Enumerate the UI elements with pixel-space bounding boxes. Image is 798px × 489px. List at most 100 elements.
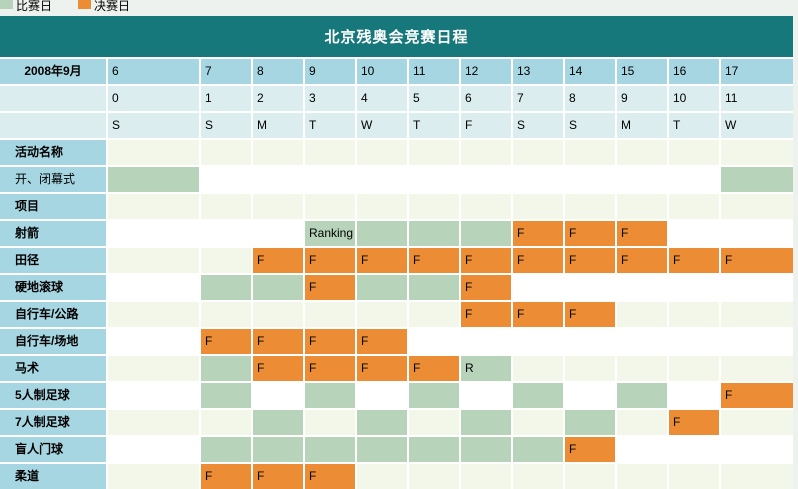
competition-day-cell [461,221,511,246]
empty-day-cell [409,302,459,327]
empty-day-cell [108,221,199,246]
header-date: 6 [108,59,199,84]
header-blank [0,113,106,138]
header-date: 7 [201,59,251,84]
empty-day-cell [253,221,303,246]
empty-day-cell [108,437,199,462]
empty-day-cell [409,329,459,354]
empty-day-cell [409,464,459,489]
legend: 比赛日 决赛日 [0,0,798,16]
competition-day-swatch [0,0,13,9]
row-label: 自行车/场地 [0,329,106,354]
row-label: 田径 [0,248,106,273]
competition-day-cell [357,410,407,435]
empty-day-cell [617,464,667,489]
empty-day-cell [305,302,355,327]
header-day-number: 9 [617,86,667,111]
final-day-cell: F [565,221,615,246]
final-day-cell: F [305,356,355,381]
empty-day-cell [617,302,667,327]
header-date: 12 [461,59,511,84]
empty-day-cell [565,167,615,192]
header-date: 14 [565,59,615,84]
final-day-cell: F [409,356,459,381]
header-weekday: M [253,113,303,138]
empty-day-cell [357,167,407,192]
empty-day-cell [617,167,667,192]
header-day-number: 5 [409,86,459,111]
empty-day-cell [513,329,563,354]
empty-day-cell [108,194,199,219]
empty-day-cell [108,383,199,408]
row-label: 自行车/公路 [0,302,106,327]
empty-day-cell [357,140,407,165]
empty-day-cell [617,194,667,219]
empty-day-cell [461,464,511,489]
header-date: 8 [253,59,303,84]
row-label: 活动名称 [0,140,106,165]
header-weekday: T [409,113,459,138]
empty-day-cell [253,140,303,165]
header-day-number: 7 [513,86,563,111]
empty-day-cell [108,248,199,273]
final-day-cell: F [305,329,355,354]
header-weekday: M [617,113,667,138]
empty-day-cell [617,356,667,381]
empty-day-cell [565,383,615,408]
row-label: 马术 [0,356,106,381]
competition-day-cell [253,410,303,435]
competition-day-cell: R [461,356,511,381]
final-day-cell: F [461,275,511,300]
empty-day-cell [513,140,563,165]
competition-day-cell [565,410,615,435]
empty-day-cell [669,194,719,219]
competition-day-cell [201,275,251,300]
empty-day-cell [669,302,719,327]
final-day-cell: F [617,221,667,246]
legend-item-final-day: 决赛日 [78,0,130,13]
row-label: 开、闭幕式 [0,167,106,192]
final-day-cell: F [357,329,407,354]
header-date: 9 [305,59,355,84]
final-day-cell: F [565,302,615,327]
empty-day-cell [669,329,719,354]
final-day-cell: F [409,248,459,273]
empty-day-cell [108,464,199,489]
empty-day-cell [409,140,459,165]
empty-day-cell [357,194,407,219]
header-weekday: S [201,113,251,138]
competition-day-cell [513,383,563,408]
row-label: 盲人门球 [0,437,106,462]
competition-day-cell: Ranking [305,221,355,246]
final-day-cell: F [305,248,355,273]
header-weekday: S [565,113,615,138]
competition-day-cell [201,437,251,462]
empty-day-cell [669,275,719,300]
empty-day-cell [357,302,407,327]
row-label: 5人制足球 [0,383,106,408]
competition-day-cell [253,437,303,462]
header-day-number: 8 [565,86,615,111]
header-date: 17 [721,59,793,84]
header-date: 15 [617,59,667,84]
legend-item-competition-day: 比赛日 [0,0,52,13]
empty-day-cell [565,329,615,354]
competition-day-cell [201,356,251,381]
header-weekday: S [513,113,563,138]
empty-day-cell [669,221,719,246]
empty-day-cell [461,383,511,408]
empty-day-cell [513,167,563,192]
empty-day-cell [721,410,793,435]
empty-day-cell [108,356,199,381]
empty-day-cell [721,329,793,354]
empty-day-cell [108,329,199,354]
empty-day-cell [409,410,459,435]
header-blank [0,86,106,111]
row-label: 7人制足球 [0,410,106,435]
final-day-cell: F [565,437,615,462]
empty-day-cell [565,356,615,381]
empty-day-cell [108,302,199,327]
empty-day-cell [357,464,407,489]
empty-day-cell [357,383,407,408]
empty-day-cell [617,437,667,462]
